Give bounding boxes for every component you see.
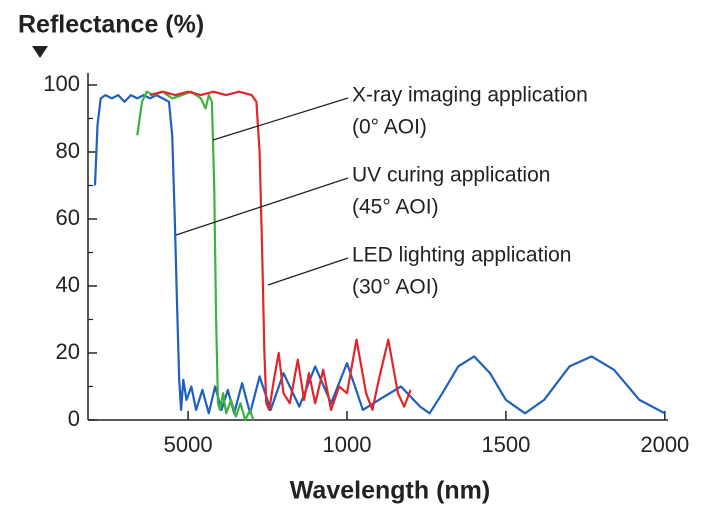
series-line <box>136 90 255 422</box>
axis-arrow <box>32 46 48 58</box>
series-line <box>149 90 412 411</box>
y-tick-label: 100 <box>43 71 80 96</box>
x-tick-label: 2000 <box>640 432 689 457</box>
annotation: (0° AOI) <box>352 116 427 139</box>
annotation: (45° AOI) <box>352 196 439 219</box>
annotation: LED lighting application <box>352 244 571 267</box>
leader-line <box>267 257 349 286</box>
series-line <box>93 94 666 415</box>
leader-line <box>212 97 349 141</box>
annotation: X-ray imaging application <box>352 84 588 107</box>
y-tick-label: 40 <box>56 272 80 297</box>
x-tick-label: 5000 <box>164 432 213 457</box>
y-axis-label: Reflectance (%) <box>18 11 204 39</box>
annotation: UV curing application <box>352 164 550 187</box>
y-tick-label: 60 <box>56 205 80 230</box>
x-tick-label: 1500 <box>481 432 530 457</box>
x-tick-label: 1000 <box>323 432 372 457</box>
annotation: (30° AOI) <box>352 276 439 299</box>
leader-line <box>175 177 349 236</box>
x-axis-label: Wavelength (nm) <box>290 477 490 505</box>
y-tick-label: 20 <box>56 339 80 364</box>
y-tick-label: 80 <box>56 138 80 163</box>
y-tick-label: 0 <box>68 406 80 431</box>
